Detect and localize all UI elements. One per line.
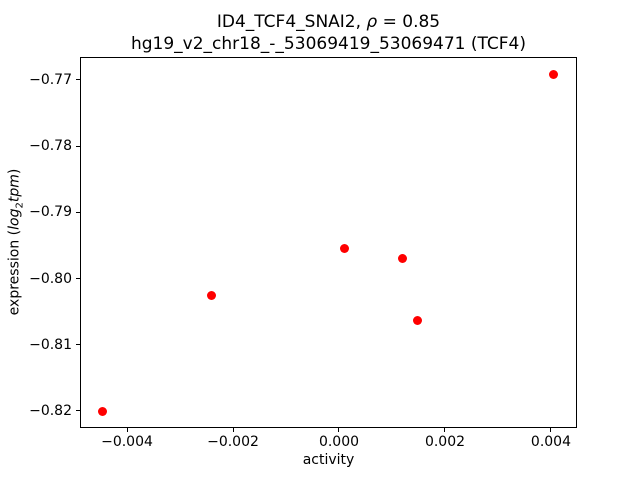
data-point: [398, 254, 408, 264]
y-tick-label: −0.77: [29, 71, 72, 88]
x-axis-label: activity: [302, 452, 355, 468]
x-tick-mark: [338, 428, 340, 432]
ylabel-suffix: ): [6, 168, 23, 175]
y-tick-label: −0.80: [29, 270, 72, 287]
data-point: [97, 407, 107, 417]
chart-title-line1: ID4_TCF4_SNAI2, ρ = 0.85: [80, 11, 577, 33]
title-gene-triplet: ID4_TCF4_SNAI2,: [216, 12, 367, 32]
data-point: [207, 291, 217, 301]
y-tick-mark: [76, 410, 80, 412]
x-tick-mark: [232, 428, 234, 432]
data-point: [548, 69, 558, 79]
title-rho-value: = 0.85: [377, 12, 441, 32]
y-tick-mark: [76, 344, 80, 346]
x-tick-mark: [444, 428, 446, 432]
y-tick-label: −0.82: [29, 402, 72, 419]
y-tick-mark: [76, 145, 80, 147]
y-tick-mark: [76, 278, 80, 280]
x-tick-mark: [550, 428, 552, 432]
x-tick-label: 0.000: [318, 434, 360, 450]
x-tick-label: −0.002: [207, 434, 259, 450]
y-tick-mark: [76, 211, 80, 213]
data-point: [340, 244, 350, 254]
ylabel-tpm: tpm: [6, 174, 23, 203]
x-tick-label: −0.004: [101, 434, 153, 450]
y-tick-label: −0.78: [29, 138, 72, 155]
plot-area: [80, 57, 577, 428]
data-point: [412, 315, 422, 325]
x-tick-label: 0.002: [424, 434, 466, 450]
y-axis-label: expression (log2tpm): [7, 169, 26, 316]
chart-title: ID4_TCF4_SNAI2, ρ = 0.85 hg19_v2_chr18_-…: [80, 11, 577, 55]
x-tick-label: 0.004: [530, 434, 572, 450]
y-tick-label: −0.79: [29, 204, 72, 221]
y-tick-mark: [76, 79, 80, 81]
x-tick-mark: [126, 428, 128, 432]
y-tick-label: −0.81: [29, 336, 72, 353]
rho-symbol: ρ: [366, 12, 378, 32]
chart-title-line2: hg19_v2_chr18_-_53069419_53069471 (TCF4): [130, 34, 527, 54]
